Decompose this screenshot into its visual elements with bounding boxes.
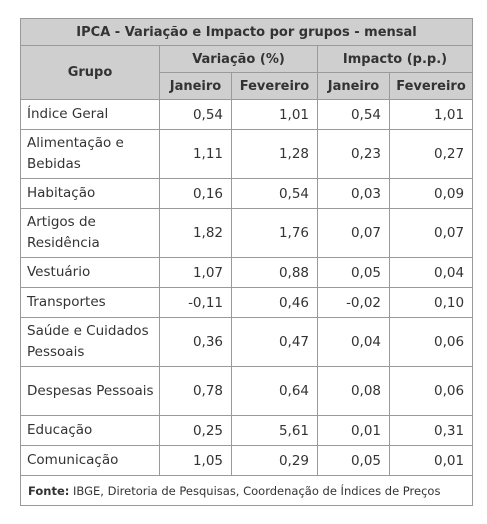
impact-february-value: 0,07 [388, 208, 474, 258]
variation-january-value: 1,11 [159, 129, 232, 179]
table-row: Educação 0,25 5,61 0,01 0,31 [20, 415, 474, 446]
variation-february-value: 1,76 [231, 208, 318, 258]
group-name: Habitação [20, 178, 160, 209]
impact-february-value: 0,27 [388, 129, 474, 179]
impact-february-value: 1,01 [388, 99, 474, 130]
impact-january-value: 0,04 [317, 317, 390, 367]
variation-february-value: 0,88 [231, 257, 318, 288]
variation-january-value: 1,05 [159, 445, 232, 476]
impact-january-value: 0,05 [317, 445, 390, 476]
variation-january-value: 0,16 [159, 178, 232, 209]
impact-january-value: 0,01 [317, 415, 390, 446]
impact-january-value: 0,23 [317, 129, 390, 179]
impact-february-value: 0,06 [388, 317, 474, 367]
table-row: Transportes -0,11 0,46 -0,02 0,10 [20, 287, 474, 318]
impact-january-value: -0,02 [317, 287, 390, 318]
group-name: Saúde e Cuidados Pessoais [20, 317, 160, 367]
impact-february-value: 0,31 [388, 415, 474, 446]
table-row: Saúde e Cuidados Pessoais 0,36 0,47 0,04… [20, 317, 474, 367]
variation-february-value: 0,46 [231, 287, 318, 318]
variation-january-value: 1,07 [159, 257, 232, 288]
group-name: Comunicação [20, 445, 160, 476]
table-row: Despesas Pessoais 0,78 0,64 0,08 0,06 [20, 366, 474, 416]
impact-february-value: 0,09 [388, 178, 474, 209]
variation-january-value: 0,25 [159, 415, 232, 446]
table-row: Habitação 0,16 0,54 0,03 0,09 [20, 178, 474, 209]
table-title: IPCA - Variação e Impacto por grupos - m… [19, 18, 474, 46]
table-row: Índice Geral 0,54 1,01 0,54 1,01 [20, 99, 474, 130]
group-name: Educação [20, 415, 160, 446]
source-label: Fonte: [28, 483, 70, 498]
table-row: Alimentação e Bebidas 1,11 1,28 0,23 0,2… [20, 129, 474, 179]
variation-february-value: 0,64 [231, 366, 318, 416]
group-name: Transportes [20, 287, 160, 318]
variation-january-value: 0,36 [159, 317, 232, 367]
group-name: Índice Geral [20, 99, 160, 130]
impact-january-value: 0,07 [317, 208, 390, 258]
variation-february-value: 0,47 [231, 317, 318, 367]
variation-january-header: Janeiro [159, 72, 232, 100]
group-name: Artigos de Residência [20, 208, 160, 258]
source-text: IBGE, Diretoria de Pesquisas, Coordenaçã… [69, 483, 441, 498]
variation-february-value: 1,28 [231, 129, 318, 179]
ipca-table: IPCA - Variação e Impacto por grupos - m… [19, 18, 474, 506]
impact-january-value: 0,08 [317, 366, 390, 416]
table-row: Artigos de Residência 1,82 1,76 0,07 0,0… [20, 208, 474, 258]
source-note: Fonte: IBGE, Diretoria de Pesquisas, Coo… [19, 475, 474, 506]
impact-january-value: 0,05 [317, 257, 390, 288]
variation-january-value: 1,82 [159, 208, 232, 258]
variation-february-value: 0,54 [231, 178, 318, 209]
variation-january-value: 0,78 [159, 366, 232, 416]
variation-february-value: 5,61 [231, 415, 318, 446]
variation-february-header: Fevereiro [231, 72, 318, 100]
group-name: Despesas Pessoais [20, 366, 160, 416]
table-row: Comunicação 1,05 0,29 0,05 0,01 [20, 445, 474, 476]
impact-february-value: 0,04 [388, 257, 474, 288]
table-row: Vestuário 1,07 0,88 0,05 0,04 [20, 257, 474, 288]
variation-february-value: 0,29 [231, 445, 318, 476]
impact-february-value: 0,10 [388, 287, 474, 318]
impact-header: Impacto (p.p.) [316, 45, 474, 73]
impact-january-value: 0,54 [317, 99, 390, 130]
impact-february-value: 0,01 [388, 445, 474, 476]
variation-january-value: -0,11 [159, 287, 232, 318]
group-name: Vestuário [20, 257, 160, 288]
variation-february-value: 1,01 [231, 99, 318, 130]
variation-january-value: 0,54 [159, 99, 232, 130]
ipca-table-container: IPCA - Variação e Impacto por grupos - m… [19, 18, 474, 506]
group-column-header: Grupo [20, 45, 160, 100]
group-name: Alimentação e Bebidas [20, 129, 160, 179]
impact-february-value: 0,06 [388, 366, 474, 416]
variation-header: Variação (%) [159, 45, 318, 73]
impact-january-value: 0,03 [317, 178, 390, 209]
impact-february-header: Fevereiro [388, 72, 474, 100]
impact-january-header: Janeiro [317, 72, 390, 100]
